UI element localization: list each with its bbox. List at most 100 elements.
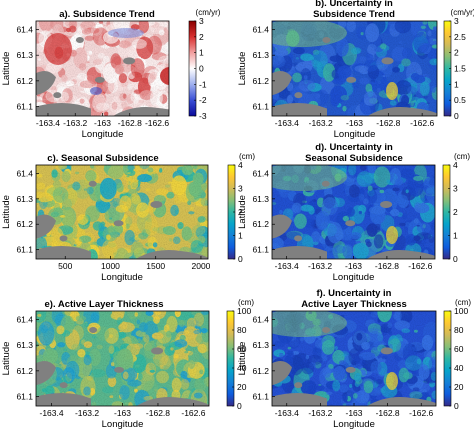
y-tick-label: 61.1 [16, 392, 33, 402]
colorbar-tick-label: 20 [237, 382, 247, 392]
panel-title: Active Layer Thickness [301, 299, 407, 310]
x-tick-label: -163.2 [75, 408, 99, 418]
x-axis-label: Longitude [334, 129, 376, 140]
panel-title: f). Uncertainty in [317, 288, 392, 299]
y-tick-label: 61.4 [252, 25, 269, 35]
map-texture [36, 165, 208, 259]
colorbar-unit: (cm) [239, 152, 255, 161]
water-body [345, 220, 356, 227]
y-axis-label: Latitude [237, 52, 248, 86]
colorbar: 4 3 2 1 0 (cm) [442, 152, 470, 264]
water-body [367, 107, 437, 116]
y-tick-label: 61.4 [16, 168, 33, 178]
map-texture [272, 311, 436, 406]
colorbar-tick-label: 2 [453, 207, 458, 217]
water-body [36, 393, 91, 406]
axes-frame [35, 164, 209, 260]
y-tick-label: 61.2 [16, 76, 33, 86]
water-body [150, 200, 163, 208]
colorbar-tick-label: 0 [454, 401, 459, 411]
y-tick-label: 61.2 [252, 366, 269, 376]
y-tick-label: 61.3 [252, 50, 269, 60]
water-body [294, 92, 303, 99]
panel-title: Seasonal Subsidence [305, 153, 403, 164]
colorbar-tick-label: 40 [454, 363, 464, 373]
colorbar: 100 80 60 40 20 0 (cm) [226, 298, 254, 411]
y-axis-label: Latitude [237, 342, 248, 376]
map-texture [272, 21, 437, 116]
colorbar-unit: (cm/yr) [451, 8, 474, 17]
x-tick-label: -163 [345, 408, 362, 418]
water-body [135, 250, 208, 259]
colorbar-tick-label: 0 [237, 401, 242, 411]
colorbar-tick-label: 0 [199, 64, 204, 74]
y-tick-label: 61.2 [16, 219, 33, 229]
y-axis-label: Latitude [1, 195, 12, 229]
y-tick-label: 61.2 [252, 219, 269, 229]
water-body [136, 397, 209, 406]
x-tick-label: -162.6 [409, 408, 433, 418]
colorbar-tick-label: 60 [454, 344, 464, 354]
colorbar-tick-label: 2 [238, 207, 243, 217]
y-tick-label: 61.4 [16, 315, 33, 325]
colorbar-tick-label: 2.5 [454, 32, 466, 42]
y-tick-label: 61.3 [252, 340, 269, 350]
panel-title: b). Uncertainty in [315, 0, 393, 9]
water-body [272, 393, 327, 406]
water-body [322, 37, 331, 43]
x-tick-label: 1500 [146, 261, 165, 271]
water-body [272, 71, 292, 96]
water-body [75, 37, 84, 43]
colorbar-tick-label: 100 [237, 306, 251, 316]
colorbar-tick-label: 80 [454, 325, 464, 335]
colorbar-unit: (cm) [238, 298, 254, 307]
colorbar-tick-label: 0 [238, 254, 243, 264]
y-tick-label: 61.1 [252, 392, 269, 402]
x-tick-label: -163 [94, 118, 111, 128]
water-body [321, 180, 330, 187]
colorbar-tick-label: 60 [237, 344, 247, 354]
x-tick-label: -163 [345, 261, 362, 271]
water-body [294, 235, 303, 242]
x-tick-label: 500 [58, 261, 72, 271]
water-body [113, 107, 169, 116]
x-tick-label: -162.8 [376, 408, 400, 418]
x-tick-label: -162.8 [375, 261, 399, 271]
x-tick-label: -163 [346, 118, 363, 128]
water-body [151, 347, 164, 355]
colorbar: 4 3 2 1 0 (cm) [227, 152, 255, 264]
panel-a: a). Subsidence Trend 61.4 61.3 61.2 61.1 Lati… [1, 8, 221, 140]
colorbar-tick-label: 2 [454, 48, 459, 58]
water-body [272, 361, 292, 386]
y-tick-label: 61.3 [16, 194, 33, 204]
x-tick-label: 2000 [191, 261, 210, 271]
panel-title: e). Active Layer Thickness [45, 299, 164, 310]
water-body [36, 361, 56, 386]
x-tick-label: -163.4 [275, 261, 299, 271]
x-tick-label: 1000 [101, 261, 120, 271]
colorbar-tick-label: 0.5 [454, 95, 466, 105]
colorbar-tick-label: 1 [199, 48, 204, 58]
y-tick-label: 61.4 [252, 315, 269, 325]
colorbar-tick-label: 3 [453, 184, 458, 194]
y-tick-label: 61.3 [252, 194, 269, 204]
colorbar-unit: (cm/yr) [196, 8, 221, 17]
water-body [113, 220, 124, 227]
x-tick-label: -163.2 [309, 118, 333, 128]
water-body [366, 250, 435, 259]
colorbar-tick-label: 1 [453, 231, 458, 241]
panel-title: d). Uncertainty in [315, 142, 393, 153]
y-tick-label: 61.2 [16, 366, 33, 376]
water-body [123, 57, 136, 65]
y-tick-label: 61.4 [252, 168, 269, 178]
x-tick-label: -163.4 [275, 118, 299, 128]
water-body [367, 397, 436, 406]
x-tick-label: -163.4 [36, 118, 60, 128]
water-body [380, 347, 393, 355]
y-tick-label: 61.4 [16, 25, 33, 35]
x-tick-label: -163.2 [63, 118, 87, 128]
colorbar-tick-label: 100 [454, 306, 468, 316]
